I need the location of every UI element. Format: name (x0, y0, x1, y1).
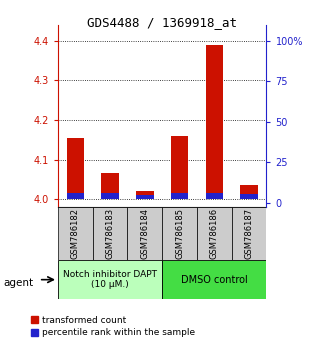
Text: GSM786182: GSM786182 (71, 208, 80, 259)
Legend: transformed count, percentile rank within the sample: transformed count, percentile rank withi… (31, 316, 195, 337)
Bar (171, 193, 188, 199)
Bar (240, 194, 258, 199)
Text: GSM786185: GSM786185 (175, 208, 184, 259)
Text: GSM786183: GSM786183 (106, 208, 115, 259)
Bar (240, 185, 258, 199)
Bar (171, 136, 188, 199)
Bar (58, 260, 162, 299)
Text: GSM786184: GSM786184 (140, 208, 149, 259)
Text: agent: agent (3, 278, 33, 288)
Bar (162, 207, 197, 260)
Text: GSM786186: GSM786186 (210, 208, 219, 259)
Bar (58, 207, 93, 260)
Text: Notch inhibitor DAPT
(10 μM.): Notch inhibitor DAPT (10 μM.) (63, 270, 157, 289)
Bar (67, 193, 84, 199)
Bar (101, 193, 119, 199)
Bar (162, 260, 266, 299)
Text: DMSO control: DMSO control (181, 275, 248, 285)
Bar (127, 207, 162, 260)
Bar (67, 138, 84, 199)
Text: GDS4488 / 1369918_at: GDS4488 / 1369918_at (87, 16, 237, 29)
Bar (232, 207, 266, 260)
Bar (136, 195, 154, 199)
Bar (206, 45, 223, 199)
Bar (206, 193, 223, 199)
Bar (136, 191, 154, 199)
Bar (197, 207, 232, 260)
Text: GSM786187: GSM786187 (245, 208, 254, 259)
Bar (93, 207, 127, 260)
Bar (101, 173, 119, 199)
